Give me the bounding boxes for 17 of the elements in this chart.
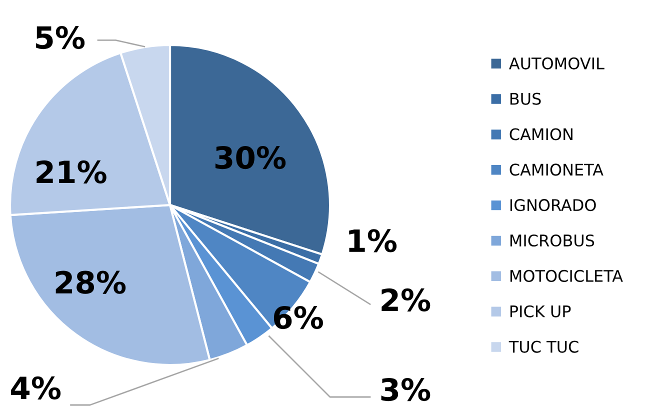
legend-label: CAMION <box>510 128 572 140</box>
data-label: 5% <box>36 26 85 50</box>
data-label: 30% <box>215 146 286 170</box>
legend-label: CAMIONETA <box>510 164 604 176</box>
data-label: 2% <box>382 288 430 312</box>
data-label: 28% <box>56 270 126 294</box>
legend-label: BUS <box>510 92 541 105</box>
legend-label: TUC TUC <box>508 340 578 353</box>
data-label: 21% <box>36 160 106 184</box>
legend-label: PICK UP <box>510 305 571 318</box>
legend-label: IGNORADO <box>510 199 596 212</box>
legend-label: AUTOMOVIL <box>509 57 604 70</box>
data-label: 1% <box>349 229 397 252</box>
data-label: 4% <box>11 376 61 400</box>
data-label: 3% <box>381 378 430 402</box>
legend-label: MOTOCICLETA <box>510 270 623 282</box>
legend-label: MICROBUS <box>510 234 594 247</box>
